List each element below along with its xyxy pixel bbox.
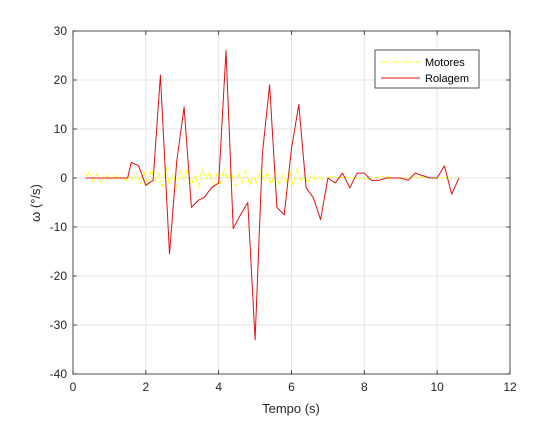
ticks [72, 30, 511, 375]
x-axis-label: Tempo (s) [262, 401, 320, 416]
y-tick-label: 30 [54, 24, 68, 38]
y-tick-label: -40 [50, 367, 68, 381]
y-tick-label: 0 [60, 171, 67, 185]
y-tick-label: -10 [50, 220, 68, 234]
series-line-rolagem [85, 50, 460, 341]
x-tick-label: 2 [142, 380, 149, 394]
x-tick-label: 12 [503, 380, 517, 394]
x-tick-label: 4 [215, 380, 222, 394]
x-tick-label: 8 [361, 380, 368, 394]
y-tick-label: -30 [50, 318, 68, 332]
y-tick-label: -20 [50, 269, 68, 283]
legend-box [374, 49, 480, 89]
y-tick-label: 10 [54, 122, 68, 136]
x-tick-label: 10 [430, 380, 444, 394]
tick-labels: 0 2 4 6 8 10 12 -40 -30 -20 -10 0 10 20 30 [50, 24, 517, 394]
legend-label-motores: Motores [425, 57, 465, 69]
legend-label-rolagem: Rolagem [425, 73, 469, 85]
y-axis-label: ω (°/s) [28, 184, 43, 222]
x-tick-label: 6 [288, 380, 295, 394]
legend: Motores Rolagem [374, 49, 480, 89]
y-tick-label: 20 [54, 73, 68, 87]
x-tick-label: 0 [70, 380, 77, 394]
series-layer [85, 50, 460, 341]
